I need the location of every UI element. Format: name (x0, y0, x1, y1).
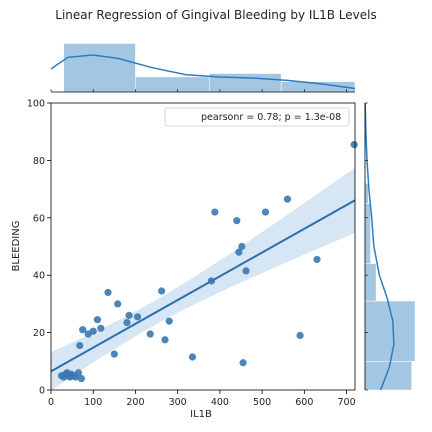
data-point (104, 288, 112, 297)
marginal-x-kde (50, 54, 356, 90)
x-tick-label: 700 (337, 397, 355, 408)
marginal-y-kde (364, 102, 395, 391)
data-point (77, 374, 85, 383)
axes: 0 100 200 300 400 500 600 700 0 20 40 60 80 100 (27, 99, 356, 409)
data-point (161, 336, 169, 344)
data-point (350, 141, 358, 149)
x-tick-label: 300 (169, 397, 187, 408)
data-point (89, 327, 97, 335)
data-point (125, 311, 133, 319)
main-plot: 0 100 200 300 400 500 600 700 0 20 40 60 80 100 pears… (11, 99, 358, 420)
y-axis-label: BLEEDING (11, 221, 22, 272)
marginal-y-bar (364, 203, 371, 264)
marginal-y-histogram (364, 102, 416, 391)
data-point (123, 318, 131, 327)
regression-line-layer (50, 199, 356, 373)
regression-line (50, 199, 356, 373)
marginal-x-bar (63, 43, 136, 93)
data-point (261, 208, 270, 216)
data-point (238, 242, 246, 251)
marginal-y-bar (364, 361, 412, 391)
data-point (158, 287, 166, 295)
data-point (79, 326, 87, 334)
data-point (242, 267, 250, 275)
data-point (313, 255, 321, 264)
legend: pearsonr = 0.78; p = 1.3e-08 (164, 107, 350, 127)
data-point (283, 195, 292, 203)
data-point (97, 324, 105, 332)
data-point (110, 350, 118, 358)
y-tick-label: 100 (27, 99, 45, 110)
confidence-band-layer (51, 167, 355, 391)
marginal-x-histogram (50, 43, 356, 93)
x-tick-label: 500 (253, 397, 271, 408)
data-point (207, 277, 216, 285)
data-point (233, 217, 241, 225)
x-tick-label: 0 (48, 397, 54, 408)
chart-title: Linear Regression of Gingival Bleeding b… (55, 8, 376, 22)
x-tick-label: 200 (126, 397, 144, 408)
y-tick-label: 0 (39, 386, 45, 397)
data-point (188, 353, 197, 361)
data-point (239, 359, 247, 367)
data-point (235, 248, 243, 256)
x-axis-label: IL1B (190, 409, 212, 420)
data-point (146, 330, 154, 338)
x-tick-label: 600 (295, 397, 313, 408)
y-tick-label: 80 (33, 156, 45, 167)
plot-frame (50, 102, 356, 391)
x-tick-label: 400 (211, 397, 229, 408)
x-tick-label: 100 (84, 397, 102, 408)
scatter-points (57, 141, 358, 383)
marginal-y-bar (364, 263, 377, 302)
y-tick-label: 60 (33, 213, 45, 224)
confidence-band (51, 167, 355, 391)
y-tick-label: 20 (33, 328, 45, 339)
data-point (114, 300, 122, 308)
data-point (165, 317, 173, 325)
data-point (74, 369, 83, 377)
legend-box (164, 107, 350, 127)
marginal-x-bar (135, 76, 210, 93)
data-point (133, 313, 142, 321)
data-point (93, 316, 102, 324)
legend-text: pearsonr = 0.78; p = 1.3e-08 (201, 112, 341, 123)
y-tick-label: 40 (33, 271, 45, 282)
data-point (76, 341, 84, 350)
data-point (211, 208, 219, 216)
marginal-y-bar (364, 183, 369, 204)
data-point (296, 331, 304, 340)
